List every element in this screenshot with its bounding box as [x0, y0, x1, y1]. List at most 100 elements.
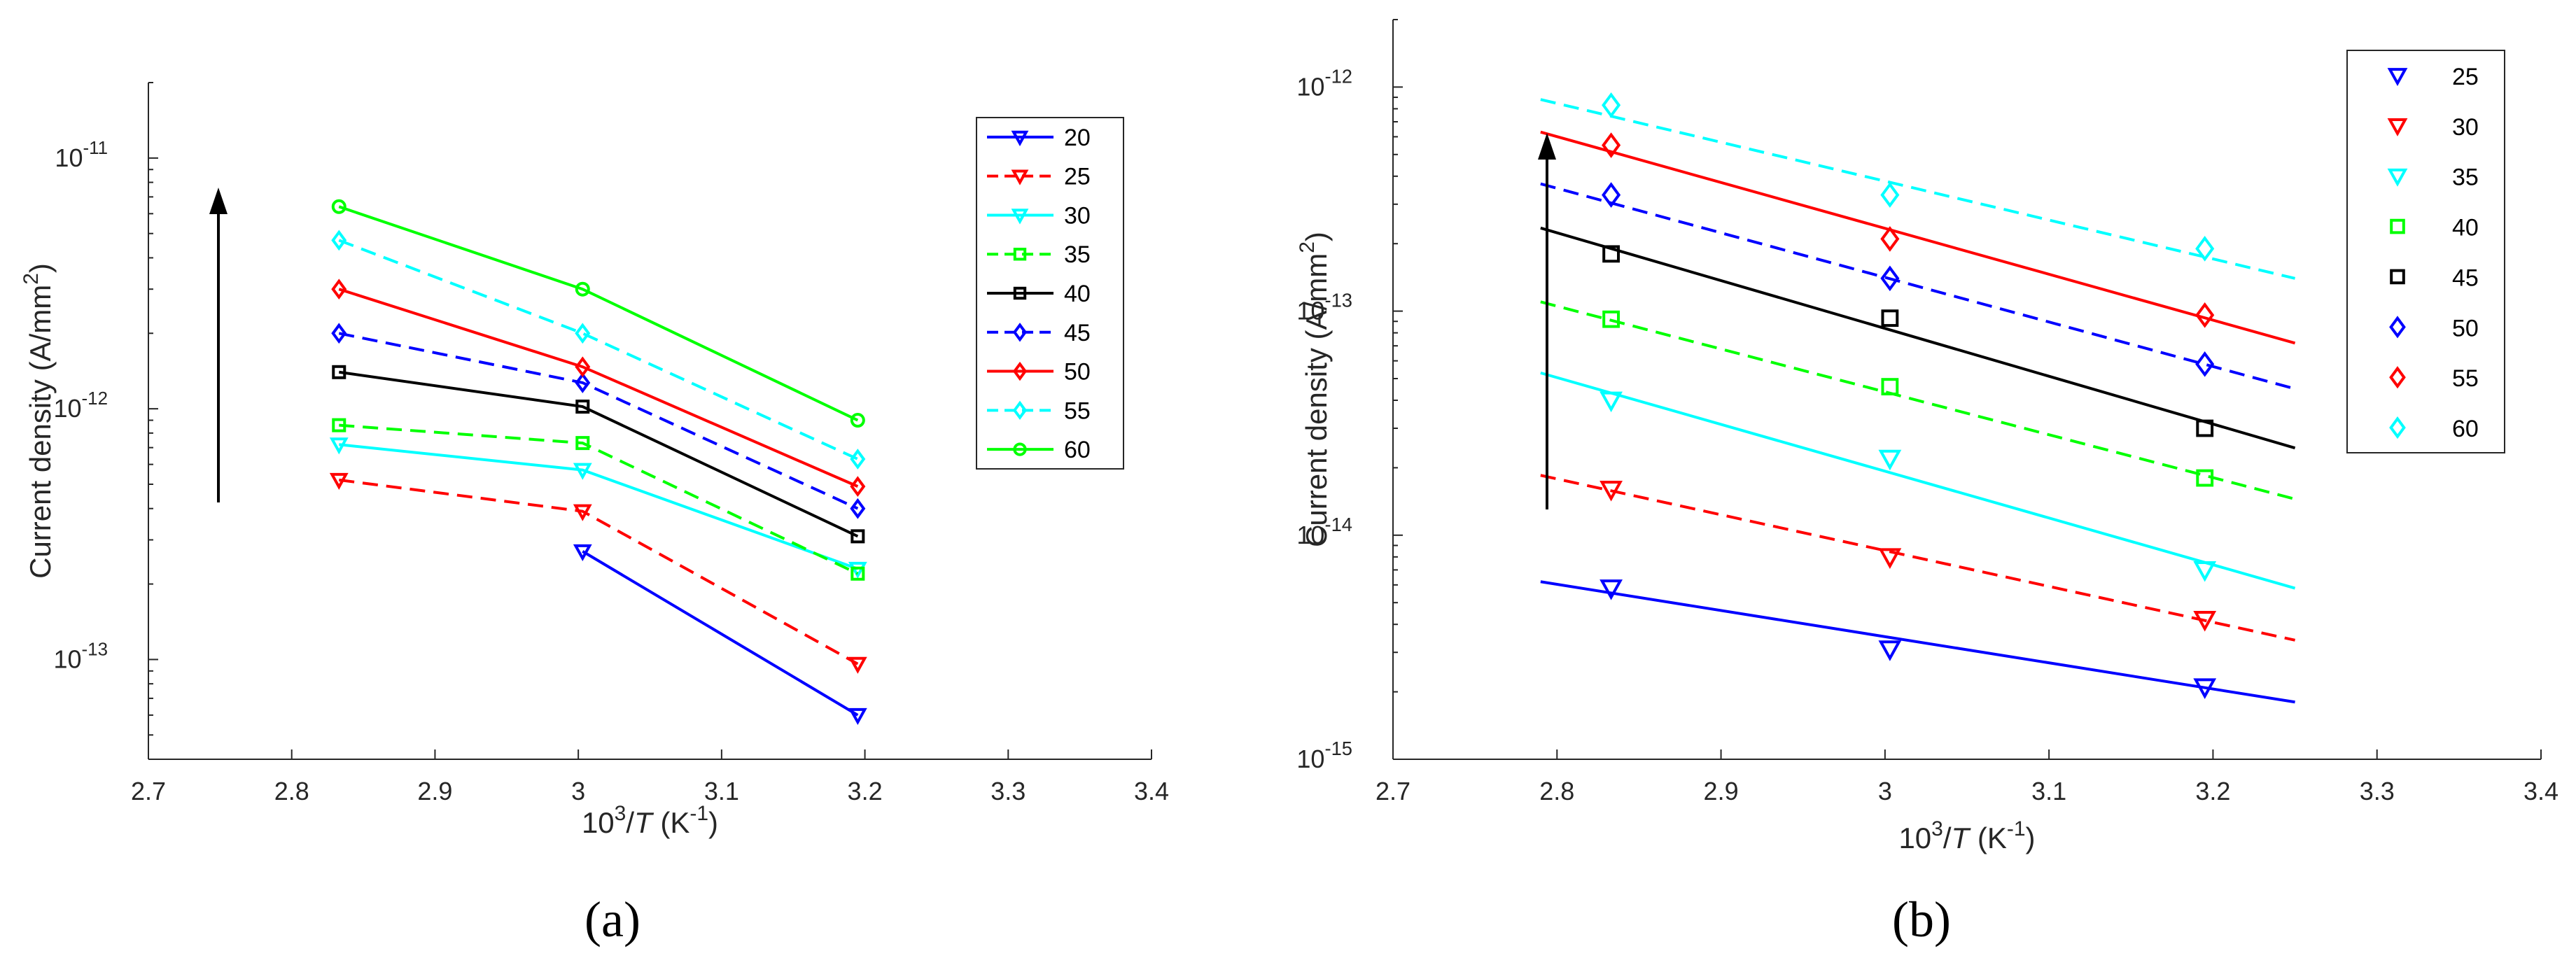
- series-line: [338, 205, 859, 422]
- x-label-base: 10: [1898, 822, 1931, 854]
- data-point: [575, 400, 590, 414]
- legend-label: 45: [1064, 320, 1091, 346]
- legend-label: 30: [2452, 114, 2479, 141]
- series-30: [329, 437, 867, 579]
- legend-label: 30: [1064, 202, 1091, 229]
- y-tick-exponent: -13: [1324, 290, 1352, 311]
- y-tick-base: 10: [54, 394, 82, 423]
- legend-marker: [2389, 366, 2406, 389]
- data-point: [331, 279, 347, 300]
- series-60: [331, 199, 865, 428]
- legend: 20 25 30 35 40 45 50 55 60: [976, 117, 1124, 470]
- x-label-exp: 3: [615, 802, 626, 825]
- data-point: [1878, 640, 1902, 661]
- y-tick-exponent: -12: [82, 389, 108, 409]
- x-label-unit-exp: -1: [690, 802, 708, 825]
- legend-label: 45: [2452, 265, 2479, 291]
- x-label-var: T: [634, 806, 654, 839]
- x-tick-label: 3: [571, 777, 585, 805]
- y-tick-exponent: -14: [1324, 514, 1352, 535]
- y-label-close: ): [1300, 232, 1333, 241]
- data-point: [575, 323, 591, 344]
- legend-marker: [1011, 209, 1029, 225]
- series-55: [331, 230, 866, 470]
- legend-label: 40: [1064, 281, 1091, 307]
- x-tick-label: 3: [1878, 777, 1892, 805]
- fit-line: [1540, 182, 2296, 390]
- legend-marker: [2390, 269, 2405, 285]
- data-point: [2193, 611, 2217, 632]
- data-point: [332, 365, 346, 379]
- legend-label: 25: [1064, 164, 1091, 190]
- series-line: [338, 239, 859, 460]
- x-label-unit: (K: [1969, 822, 2007, 854]
- legend-label: 25: [2452, 64, 2479, 90]
- series-45: [331, 323, 866, 519]
- x-tick-label: 3.1: [2031, 777, 2066, 805]
- fit-line: [1540, 474, 2295, 642]
- x-label-unit-exp: -1: [2007, 817, 2026, 840]
- x-tick-label: 3.3: [990, 777, 1026, 805]
- fit-line: [1540, 580, 2295, 704]
- data-point: [850, 449, 866, 470]
- data-point: [1880, 182, 1900, 208]
- x-tick-label: 3.4: [2524, 777, 2558, 805]
- series-40: [1540, 300, 2296, 501]
- x-label-unit: (K: [652, 806, 690, 839]
- data-point: [848, 656, 867, 674]
- x-tick-label: 2.9: [417, 777, 452, 805]
- x-tick-label: 3.1: [704, 777, 739, 805]
- data-point: [1878, 449, 1902, 471]
- panel-label: (a): [584, 892, 640, 948]
- y-tick-base: 10: [1296, 745, 1324, 773]
- legend-marker: [2387, 68, 2408, 87]
- y-tick-label: 10-12: [1296, 65, 1352, 101]
- legend-marker: [1013, 442, 1027, 456]
- y-label-exp: 2: [1296, 241, 1319, 253]
- data-point: [1600, 391, 1623, 413]
- x-tick-label: 2.7: [1376, 777, 1410, 805]
- x-label-close: ): [708, 806, 718, 839]
- y-tick-label: 10-15: [1296, 738, 1352, 773]
- fit-line: [1540, 98, 2296, 280]
- data-point: [1600, 481, 1623, 502]
- data-point: [1881, 309, 1899, 327]
- legend-marker: [2390, 218, 2405, 234]
- series-line: [339, 443, 859, 570]
- legend-marker: [1011, 130, 1029, 147]
- data-point: [1878, 548, 1902, 569]
- y-tick-base: 10: [1296, 297, 1324, 325]
- y-tick-base: 10: [54, 645, 82, 673]
- legend-marker: [2389, 416, 2406, 439]
- x-axis-label: 103/T (K-1): [1898, 817, 2035, 854]
- data-point: [848, 707, 867, 726]
- legend-marker: [2387, 168, 2408, 187]
- series-25: [1540, 579, 2295, 704]
- data-point: [329, 472, 349, 491]
- data-point: [331, 199, 346, 214]
- y-tick-label: 10-14: [1296, 514, 1352, 549]
- legend-marker: [2387, 118, 2408, 136]
- data-point: [1880, 265, 1900, 292]
- data-point: [1600, 579, 1623, 600]
- legend-marker: [1011, 169, 1029, 185]
- data-point: [848, 561, 867, 579]
- legend-marker: [1012, 323, 1028, 342]
- y-tick-base: 10: [1296, 72, 1324, 101]
- x-tick-label: 3.2: [848, 777, 883, 805]
- data-point: [575, 436, 590, 451]
- data-point: [1602, 245, 1620, 263]
- y-tick-exponent: -13: [82, 640, 108, 659]
- series-20: [573, 544, 867, 726]
- legend-label: 40: [2452, 215, 2479, 241]
- legend-label: 60: [1064, 437, 1091, 463]
- data-point: [1602, 182, 1621, 208]
- x-tick-label: 2.7: [131, 777, 166, 805]
- legend: 25 30 35 40 45 50 55 60: [2346, 50, 2505, 453]
- y-tick-label: 10-11: [55, 139, 108, 172]
- y-label-exp: 2: [20, 273, 43, 285]
- data-point: [1880, 226, 1900, 252]
- data-point: [1602, 92, 1621, 118]
- panel-label: (b): [1892, 892, 1951, 948]
- data-point: [850, 413, 865, 428]
